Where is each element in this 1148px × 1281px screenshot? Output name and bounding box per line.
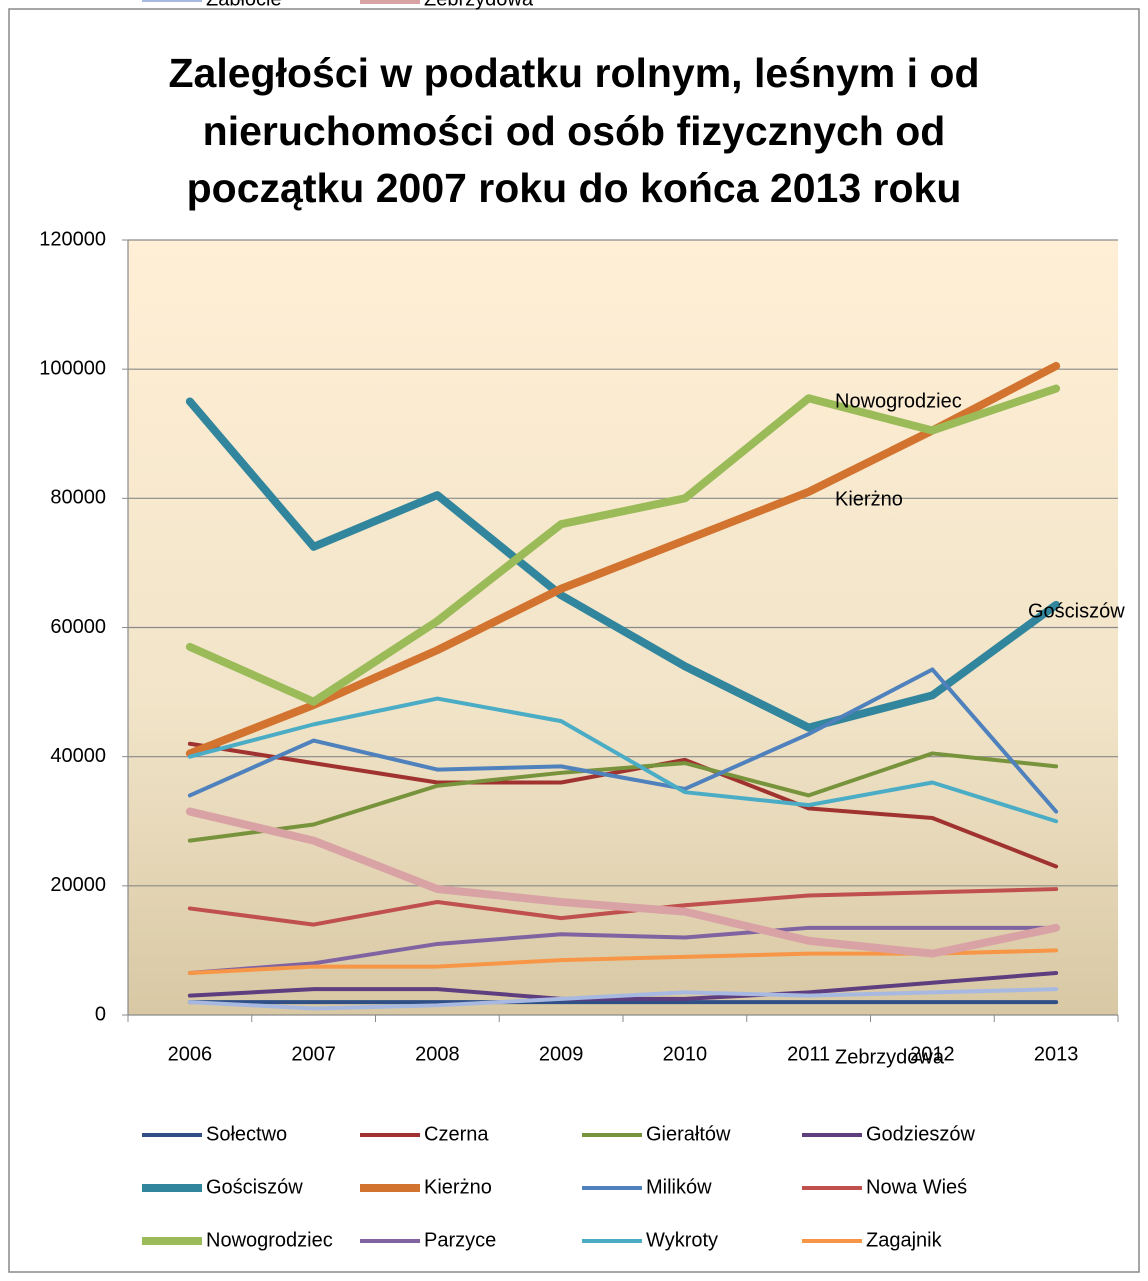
x-tick-label: 2009	[539, 1043, 584, 1065]
chart-title: początku 2007 roku do końca 2013 roku	[187, 165, 962, 211]
x-tick-label: 2011	[787, 1043, 830, 1065]
chart-title: Zaległości w podatku rolnym, leśnym i od	[168, 50, 979, 96]
y-tick-label: 20000	[50, 874, 106, 896]
x-tick-label: 2006	[168, 1043, 213, 1065]
legend-label: Godzieszów	[866, 1123, 975, 1145]
annotation: Zebrzydowa	[835, 1046, 945, 1068]
legend-label: Gościszów	[206, 1176, 303, 1198]
y-tick-label: 0	[95, 1003, 106, 1025]
series-line	[187, 667, 1059, 814]
series-line	[187, 887, 1059, 927]
legend-label: Kierżno	[424, 1176, 492, 1198]
series-line	[187, 987, 1059, 1011]
legend-label: Czerna	[424, 1123, 489, 1145]
series-line	[187, 741, 1059, 869]
series-line	[187, 971, 1059, 1001]
annotation: Kierżno	[835, 488, 903, 510]
y-tick-label: 40000	[50, 745, 106, 767]
series-line	[185, 397, 1061, 732]
legend-label: Zabłocie	[206, 0, 282, 10]
y-tick-label: 80000	[50, 487, 106, 509]
series-line	[187, 925, 1059, 976]
series-line	[187, 696, 1059, 824]
x-tick-label: 2008	[415, 1043, 460, 1065]
x-tick-label: 2010	[663, 1043, 708, 1065]
series-line	[185, 384, 1061, 706]
chart-title: nieruchomości od osób fizycznych od	[203, 108, 946, 154]
x-tick-label: 2012	[910, 1043, 955, 1065]
series-line	[185, 361, 1061, 758]
series-line	[185, 807, 1061, 958]
legend-label: Sołectwo	[206, 1123, 287, 1145]
annotation: Nowogrodziec	[835, 390, 962, 412]
series-line	[187, 751, 1059, 843]
legend-label: Milików	[646, 1176, 712, 1198]
x-tick-label: 2007	[291, 1043, 336, 1065]
legend-label: Gierałtów	[646, 1123, 731, 1145]
legend-label: Parzyce	[424, 1229, 496, 1251]
y-tick-label: 60000	[50, 616, 106, 638]
legend-label: Zebrzydowa	[424, 0, 534, 10]
annotation: Gościszów	[1028, 600, 1125, 622]
legend-label: Nowogrodziec	[206, 1229, 333, 1251]
legend-label: Wykroty	[646, 1229, 718, 1251]
legend-label: Nowa Wieś	[866, 1176, 967, 1198]
y-tick-label: 100000	[39, 357, 106, 379]
x-tick-label: 2013	[1034, 1043, 1079, 1065]
legend-label: Zagajnik	[866, 1229, 943, 1251]
y-tick-label: 120000	[39, 228, 106, 250]
